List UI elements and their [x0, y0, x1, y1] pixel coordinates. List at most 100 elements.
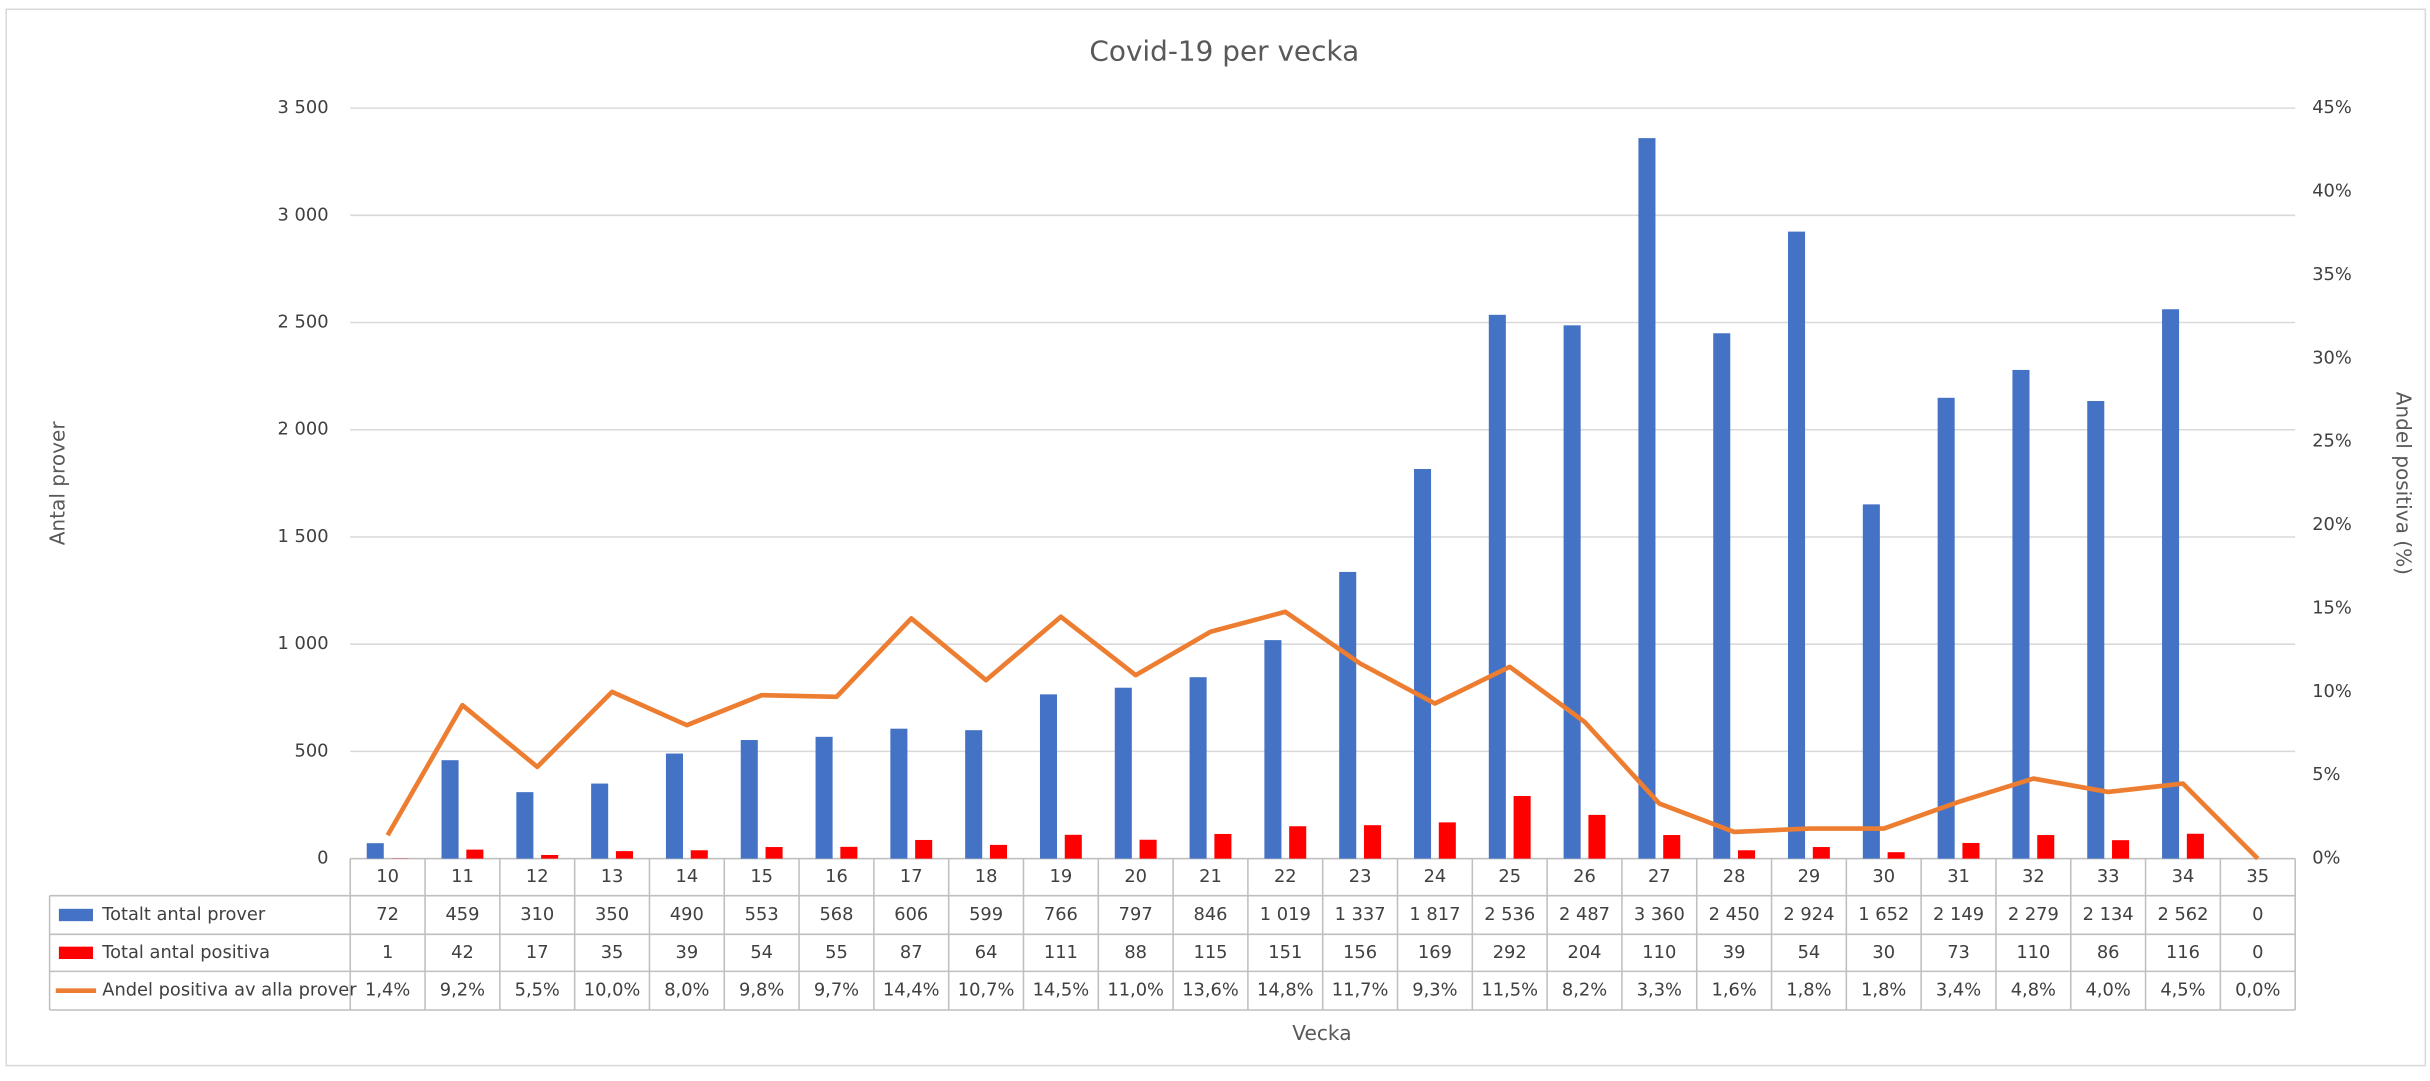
chart-title: Covid-19 per vecka	[1089, 35, 1359, 68]
legend-label: Andel positiva av alla prover	[102, 980, 357, 1001]
bar	[1064, 834, 1082, 859]
data-label: 0	[2252, 942, 2263, 963]
data-label: 10,0%	[584, 980, 641, 1001]
data-label: 35	[601, 942, 624, 963]
y2-tick-label: 5%	[2312, 764, 2340, 785]
data-label: 30	[1872, 942, 1895, 963]
data-label: 72	[376, 904, 399, 925]
data-label: 55	[825, 942, 848, 963]
data-label: 5,5%	[515, 980, 560, 1001]
bar	[1114, 687, 1132, 859]
data-label: 599	[969, 904, 1003, 925]
bar	[690, 850, 708, 859]
x-tick-label: 18	[975, 866, 998, 887]
y-tick-label: 1 000	[278, 633, 329, 654]
data-label: 39	[676, 942, 699, 963]
data-label: 110	[2016, 942, 2050, 963]
y-tick-label: 3 500	[278, 97, 329, 118]
bar	[1438, 822, 1456, 859]
bar	[1339, 571, 1357, 859]
x-tick-label: 10	[376, 866, 399, 887]
bar	[466, 849, 484, 859]
data-label: 766	[1044, 904, 1078, 925]
bar	[615, 851, 633, 859]
bar	[915, 839, 933, 859]
y2-tick-label: 25%	[2312, 431, 2352, 452]
bar	[366, 843, 384, 859]
data-label: 606	[894, 904, 928, 925]
bar	[441, 760, 459, 859]
legend-key	[58, 946, 93, 960]
x-tick-label: 26	[1573, 866, 1596, 887]
y2-axis-title: Andel positiva (%)	[2392, 392, 2416, 575]
bar	[965, 730, 983, 859]
bar	[1788, 231, 1806, 859]
data-label: 2 536	[1484, 904, 1535, 925]
y-tick-label: 500	[295, 740, 329, 761]
data-label: 86	[2097, 942, 2120, 963]
data-label: 9,7%	[814, 980, 859, 1001]
data-label: 2 450	[1709, 904, 1760, 925]
x-tick-label: 24	[1424, 866, 1447, 887]
bar	[1039, 694, 1058, 859]
bar	[1862, 504, 1880, 859]
bar	[665, 753, 683, 859]
bar	[1937, 397, 1955, 859]
bar	[1738, 850, 1756, 859]
x-tick-label: 27	[1648, 866, 1671, 887]
bar	[1812, 847, 1830, 859]
x-tick-label: 30	[1872, 866, 1895, 887]
data-label: 88	[1124, 942, 1147, 963]
x-tick-label: 32	[2022, 866, 2045, 887]
bar	[2087, 401, 2105, 859]
legend-label: Totalt antal prover	[101, 904, 266, 925]
data-label: 1,8%	[1786, 980, 1831, 1001]
bar	[1214, 833, 1232, 859]
data-label: 11,0%	[1107, 980, 1164, 1001]
data-label: 169	[1418, 942, 1452, 963]
bar	[989, 844, 1008, 859]
data-label: 2 924	[1783, 904, 1834, 925]
data-label: 1,8%	[1861, 980, 1906, 1001]
x-tick-label: 33	[2097, 866, 2120, 887]
x-tick-label: 28	[1723, 866, 1746, 887]
data-label: 9,2%	[440, 980, 485, 1001]
data-label: 797	[1119, 904, 1153, 925]
bar	[815, 736, 833, 859]
data-label: 2 562	[2157, 904, 2208, 925]
x-tick-label: 31	[1947, 866, 1970, 887]
y-axis-title: Antal prover	[45, 421, 69, 546]
data-label: 0	[2252, 904, 2263, 925]
data-label: 204	[1568, 942, 1602, 963]
line	[385, 609, 2260, 861]
data-label: 151	[1268, 942, 1302, 963]
data-label: 1 019	[1260, 904, 1311, 925]
bar	[2037, 835, 2055, 859]
data-label: 846	[1193, 904, 1227, 925]
bar	[2162, 309, 2180, 859]
data-label: 1,6%	[1712, 980, 1757, 1001]
x-tick-label: 15	[750, 866, 773, 887]
bar	[516, 792, 534, 859]
data-label: 116	[2166, 942, 2200, 963]
data-label: 4,0%	[2086, 980, 2131, 1001]
bar	[1139, 839, 1157, 859]
x-tick-label: 12	[526, 866, 549, 887]
x-tick-label: 22	[1274, 866, 1297, 887]
bar	[1713, 333, 1731, 859]
bar	[1289, 826, 1307, 859]
chart-frame	[5, 8, 2427, 1067]
x-axis-title: Vecka	[1292, 1021, 1351, 1045]
data-label: 4,5%	[2160, 980, 2205, 1001]
x-tick-label: 14	[676, 866, 699, 887]
data-label: 64	[975, 942, 998, 963]
data-label: 111	[1044, 942, 1078, 963]
data-label: 568	[819, 904, 853, 925]
data-label: 1 652	[1858, 904, 1909, 925]
data-label: 490	[670, 904, 704, 925]
bar	[1962, 842, 1980, 859]
data-label: 3,3%	[1637, 980, 1682, 1001]
data-label: 17	[526, 942, 549, 963]
bar	[1189, 677, 1207, 859]
data-label: 8,2%	[1562, 980, 1607, 1001]
